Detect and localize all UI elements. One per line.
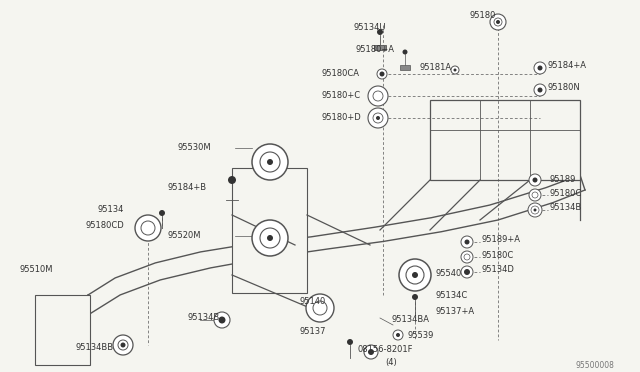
Bar <box>400 65 410 70</box>
Text: 95134BA: 95134BA <box>392 315 430 324</box>
Circle shape <box>464 269 470 275</box>
Circle shape <box>218 317 225 324</box>
Text: 95134: 95134 <box>98 205 124 215</box>
Bar <box>374 45 386 50</box>
Bar <box>35 295 90 365</box>
Circle shape <box>534 84 546 96</box>
Text: 95180C: 95180C <box>482 250 515 260</box>
Circle shape <box>396 333 400 337</box>
Text: 95137: 95137 <box>300 327 326 337</box>
Circle shape <box>465 240 470 244</box>
Text: 95510M: 95510M <box>20 266 54 275</box>
Text: 08156-8201F: 08156-8201F <box>358 346 413 355</box>
Circle shape <box>538 65 543 71</box>
Circle shape <box>494 18 502 26</box>
Circle shape <box>252 144 288 180</box>
Circle shape <box>461 236 473 248</box>
Circle shape <box>377 69 387 79</box>
Bar <box>430 100 580 180</box>
Circle shape <box>538 87 543 93</box>
Circle shape <box>306 294 334 322</box>
Text: 95140: 95140 <box>300 298 326 307</box>
Text: 95180: 95180 <box>470 10 497 19</box>
Text: 95134B: 95134B <box>188 314 220 323</box>
Circle shape <box>267 159 273 165</box>
Circle shape <box>377 29 383 35</box>
Circle shape <box>373 113 383 123</box>
Circle shape <box>118 340 128 350</box>
Circle shape <box>454 68 456 71</box>
Circle shape <box>373 91 383 101</box>
Circle shape <box>532 177 538 183</box>
Circle shape <box>228 176 236 184</box>
Circle shape <box>135 215 161 241</box>
Text: 95540: 95540 <box>435 269 461 279</box>
Circle shape <box>412 272 418 278</box>
Text: 95180+C: 95180+C <box>322 90 361 99</box>
Circle shape <box>159 210 165 216</box>
Circle shape <box>529 189 541 201</box>
Text: 95539: 95539 <box>408 330 435 340</box>
Text: 95184+B: 95184+B <box>168 183 207 192</box>
Circle shape <box>534 62 546 74</box>
Circle shape <box>368 349 374 355</box>
Text: 95134B: 95134B <box>550 202 582 212</box>
Text: 95500008: 95500008 <box>575 360 614 369</box>
Circle shape <box>464 254 470 260</box>
Bar <box>232 168 307 293</box>
Circle shape <box>260 152 280 172</box>
Circle shape <box>380 71 385 77</box>
Text: 95134D: 95134D <box>482 266 515 275</box>
Text: 95180C: 95180C <box>550 189 582 198</box>
Text: 95134U: 95134U <box>353 23 385 32</box>
Text: 95180+A: 95180+A <box>355 45 394 55</box>
Text: 95134C: 95134C <box>435 291 467 299</box>
Text: 95137+A: 95137+A <box>435 308 474 317</box>
Circle shape <box>534 208 536 212</box>
Circle shape <box>412 294 418 300</box>
Circle shape <box>368 86 388 106</box>
Circle shape <box>532 192 538 198</box>
Text: 95180CA: 95180CA <box>322 68 360 77</box>
Circle shape <box>120 343 125 347</box>
Circle shape <box>403 49 408 55</box>
Circle shape <box>496 20 500 24</box>
Text: 95530M: 95530M <box>178 144 212 153</box>
Circle shape <box>461 266 473 278</box>
Text: 95181A: 95181A <box>420 64 452 73</box>
Circle shape <box>113 335 133 355</box>
Circle shape <box>368 108 388 128</box>
Text: 95189+A: 95189+A <box>482 235 521 244</box>
Circle shape <box>393 330 403 340</box>
Circle shape <box>214 312 230 328</box>
Circle shape <box>260 228 280 248</box>
Circle shape <box>347 339 353 345</box>
Circle shape <box>313 301 327 315</box>
Text: (4): (4) <box>385 357 397 366</box>
Text: 95180N: 95180N <box>548 83 580 93</box>
Text: 95134BB: 95134BB <box>75 343 113 353</box>
Text: 95189: 95189 <box>550 174 577 183</box>
Text: 95520M: 95520M <box>168 231 202 241</box>
Circle shape <box>399 259 431 291</box>
Circle shape <box>529 174 541 186</box>
Text: 95184+A: 95184+A <box>548 61 587 70</box>
Circle shape <box>528 203 542 217</box>
Circle shape <box>376 116 380 120</box>
Circle shape <box>461 251 473 263</box>
Circle shape <box>252 220 288 256</box>
Text: 95180+D: 95180+D <box>322 113 362 122</box>
Circle shape <box>267 235 273 241</box>
Circle shape <box>364 345 378 359</box>
Circle shape <box>451 66 459 74</box>
Text: 95180CD: 95180CD <box>85 221 124 230</box>
Circle shape <box>406 266 424 284</box>
Circle shape <box>531 206 539 214</box>
Circle shape <box>490 14 506 30</box>
Circle shape <box>141 221 155 235</box>
